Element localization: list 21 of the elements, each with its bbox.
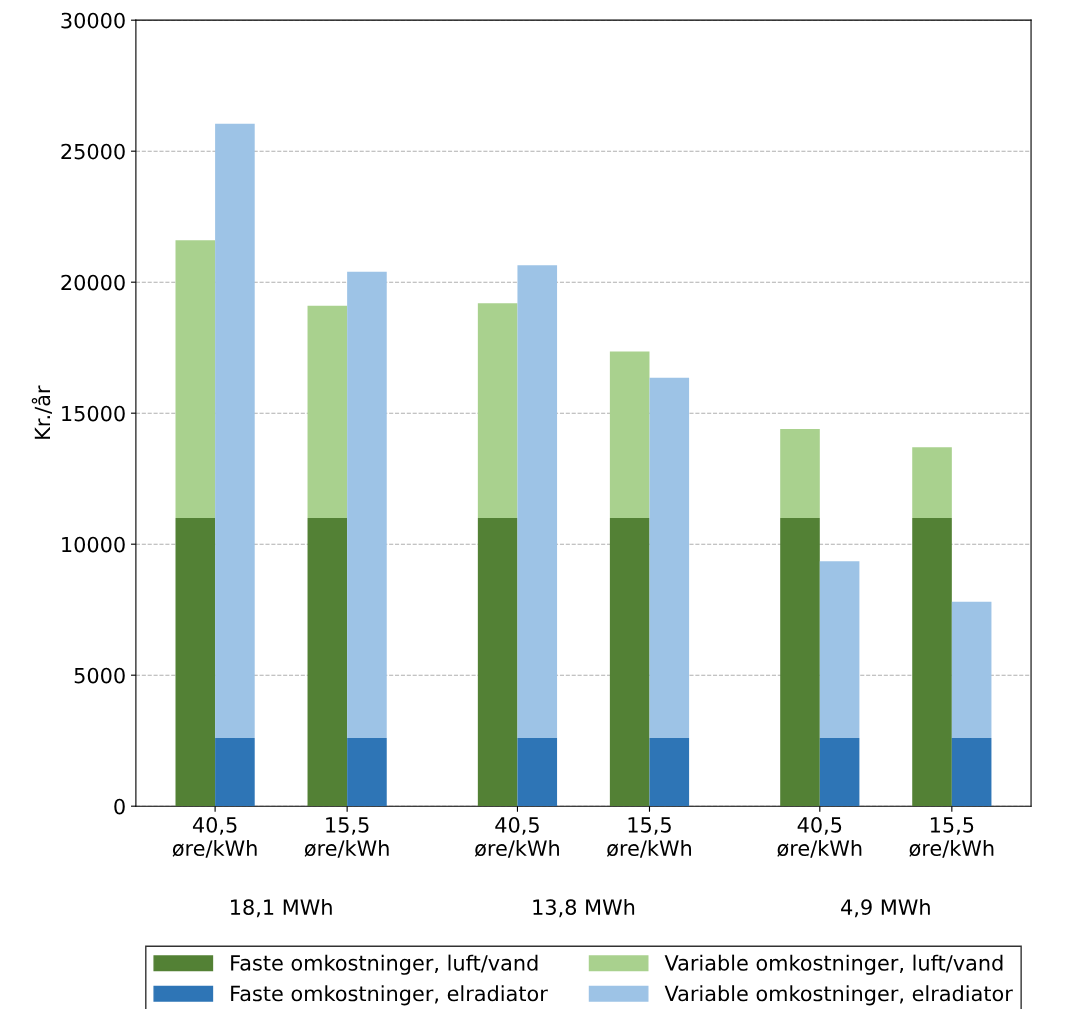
text: 13,8 MWh: [533, 898, 635, 918]
x-tick-label: 15,5 øre/kWh: [304, 817, 389, 858]
text: 18,1 MWh: [231, 898, 332, 918]
y-tick-label: 0: [114, 798, 125, 815]
x-tick-label: 40,5 øre/kWh: [474, 816, 559, 858]
legend-label: Faste omkostninger, elradiator: [231, 985, 548, 1006]
y-tick-label: 30000: [61, 12, 125, 29]
legend-label: Variable omkostninger, luft/vand: [664, 954, 1003, 975]
y-tick-label: 25000: [61, 143, 125, 160]
x-tick-label: 15,5 øre/kWh: [909, 817, 994, 858]
y-axis-title: Kr./år: [31, 385, 52, 439]
y-tick-label: 10000: [62, 536, 125, 553]
legend-label: Variable omkostninger, elradiator: [664, 985, 1013, 1006]
y-tick-label: 20000: [61, 274, 125, 291]
y-tick-label: 5000: [74, 667, 125, 684]
x-tick-label: 40,5 øre/kWh: [172, 816, 257, 858]
y-tick-label: 15000: [62, 405, 125, 422]
text: 4,9 MWh: [841, 898, 930, 918]
legend-label: Faste omkostninger, luft/vand: [231, 954, 538, 975]
x-tick-label: 40,5 øre/kWh: [777, 816, 862, 858]
x-tick-label: 15,5 øre/kWh: [606, 817, 691, 858]
